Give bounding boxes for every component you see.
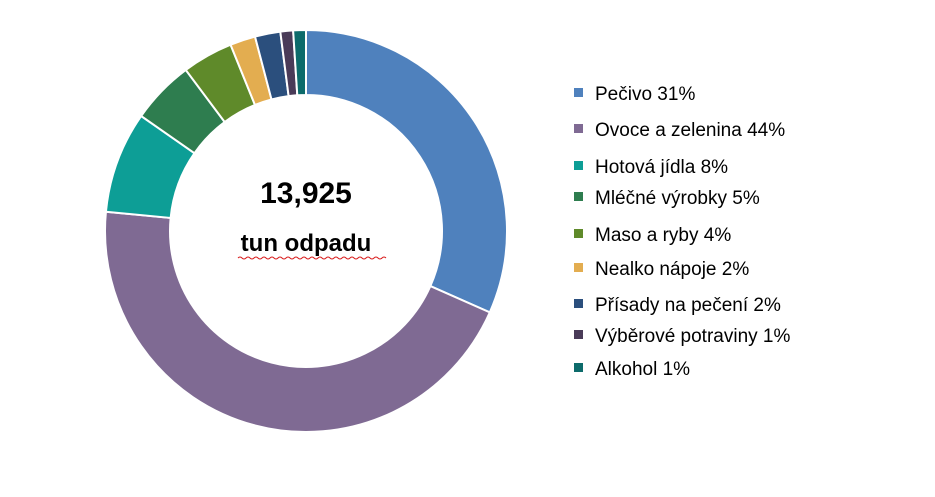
legend-swatch xyxy=(574,192,583,201)
donut-slice xyxy=(104,210,492,433)
legend-swatch xyxy=(574,161,583,170)
legend-label: Hotová jídla 8% xyxy=(595,157,728,178)
legend-item: Výběrové potraviny 1% xyxy=(574,326,790,347)
legend-label: Výběrové potraviny 1% xyxy=(595,326,790,347)
legend-label: Nealko nápoje 2% xyxy=(595,259,749,280)
center-total-label: 13,925 xyxy=(260,177,352,210)
legend: Pečivo 31% Ovoce a zelenina 44% Hotová jíd… xyxy=(574,84,790,380)
legend-swatch xyxy=(574,124,583,133)
legend-label: Pečivo 31% xyxy=(595,84,695,105)
legend-label: Ovoce a zelenina 44% xyxy=(595,120,785,141)
legend-swatch xyxy=(574,263,583,272)
legend-swatch xyxy=(574,363,583,372)
donut-slice xyxy=(292,28,307,97)
spellcheck-underline xyxy=(237,256,387,260)
legend-item: Alkohol 1% xyxy=(574,359,690,380)
legend-label: Maso a ryby 4% xyxy=(595,225,731,246)
legend-item: Hotová jídla 8% xyxy=(574,157,728,178)
legend-label: Mléčné výrobky 5% xyxy=(595,188,760,209)
legend-item: Přísady na pečení 2% xyxy=(574,295,781,316)
legend-item: Mléčné výrobky 5% xyxy=(574,188,760,209)
legend-item: Pečivo 31% xyxy=(574,84,695,105)
legend-swatch xyxy=(574,330,583,339)
legend-label: Alkohol 1% xyxy=(595,359,690,380)
legend-swatch xyxy=(574,229,583,238)
legend-swatch xyxy=(574,299,583,308)
legend-item: Nealko nápoje 2% xyxy=(574,259,749,280)
center-caption-label: tun odpadu xyxy=(241,230,372,257)
legend-swatch xyxy=(574,88,583,97)
donut-slices xyxy=(104,28,508,433)
legend-label: Přísady na pečení 2% xyxy=(595,295,781,316)
donut-slice xyxy=(305,28,508,314)
legend-item: Maso a ryby 4% xyxy=(574,225,731,246)
legend-item: Ovoce a zelenina 44% xyxy=(574,120,785,141)
